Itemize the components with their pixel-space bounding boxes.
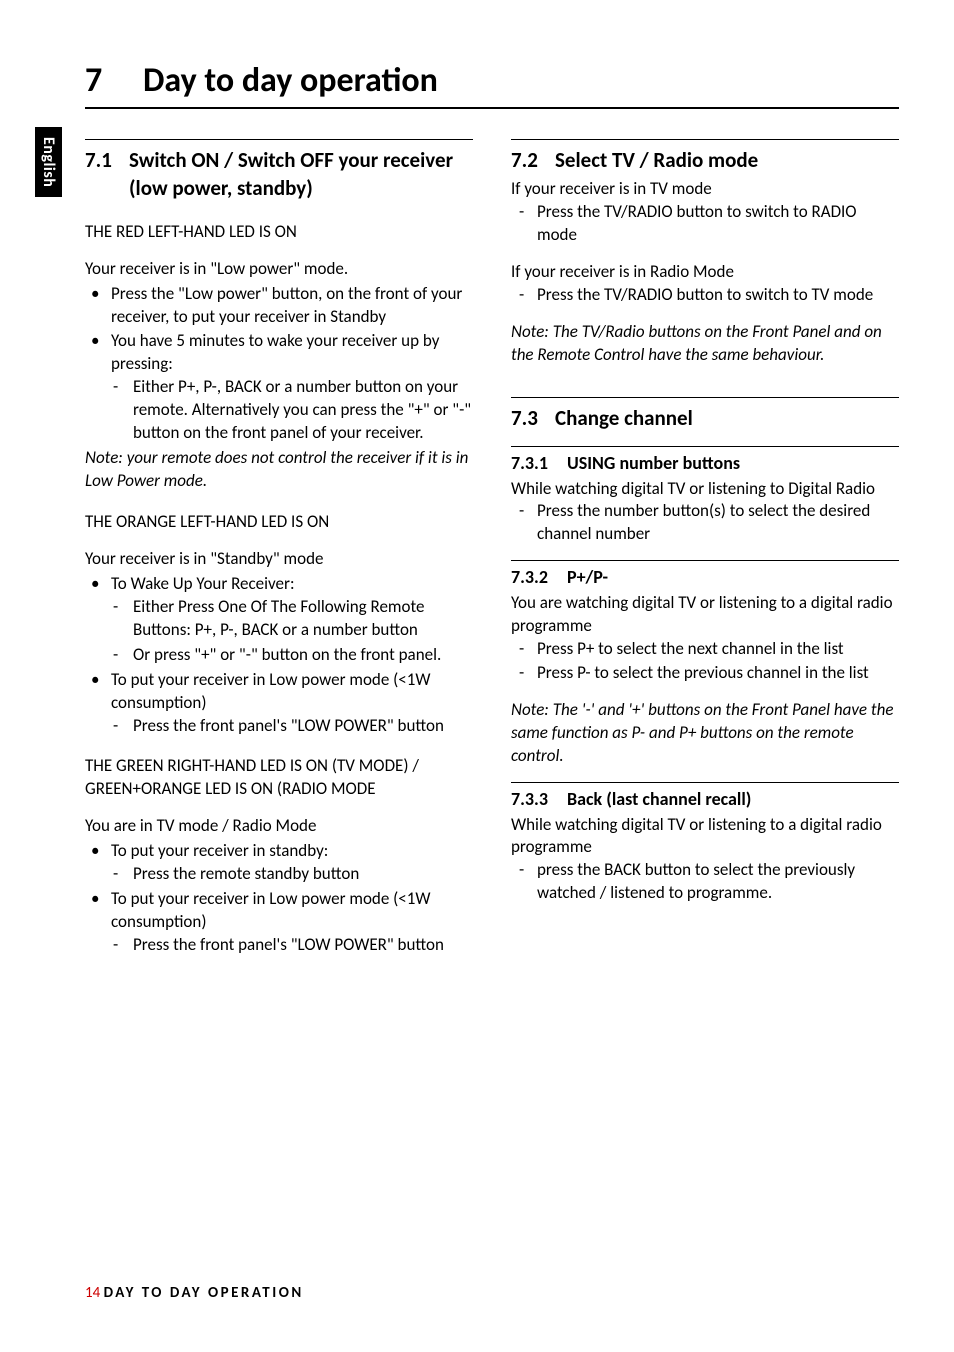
subsection-7-3-3-heading: 7.3.3Back (last channel recall) bbox=[511, 787, 899, 811]
subsection-title: USING number buttons bbox=[567, 452, 740, 474]
list-text: To put your receiver in Low power mode (… bbox=[111, 669, 431, 713]
list-item: Either Press One Of The Following Remote… bbox=[111, 596, 473, 642]
list-item: To Wake Up Your Receiver: Either Press O… bbox=[85, 573, 473, 667]
dash-list: Either Press One Of The Following Remote… bbox=[111, 596, 473, 667]
list-item: Press the remote standby button bbox=[111, 863, 473, 886]
chapter-text: Day to day operation bbox=[143, 60, 438, 101]
list-item: press the BACK button to select the prev… bbox=[511, 859, 899, 905]
note: Note: your remote does not control the r… bbox=[85, 447, 473, 493]
section-title: Change channel bbox=[555, 404, 895, 432]
led-green-heading: THE GREEN RIGHT-HAND LED IS ON (TV MODE)… bbox=[85, 755, 473, 801]
list-item: To put your receiver in Low power mode (… bbox=[85, 888, 473, 957]
list-text: To put your receiver in Low power mode (… bbox=[111, 888, 431, 932]
content-columns: 7.1Switch ON / Switch OFF your receiver … bbox=[85, 139, 899, 959]
section-rule bbox=[511, 139, 899, 140]
dash-list: Press the remote standby button bbox=[111, 863, 473, 886]
section-number: 7.1 bbox=[85, 146, 129, 174]
section-number: 7.3 bbox=[511, 404, 555, 432]
chapter-number: 7 bbox=[85, 60, 143, 101]
subsection-rule bbox=[511, 446, 899, 447]
list-text: You have 5 minutes to wake your receiver… bbox=[111, 330, 439, 374]
page-footer: 14 DAY TO DAY OPERATION bbox=[85, 1284, 304, 1302]
section-7-2-heading: 7.2Select TV / Radio mode bbox=[511, 146, 899, 174]
language-tab: English bbox=[35, 127, 62, 197]
paragraph: If your receiver is in Radio Mode bbox=[511, 261, 899, 284]
chapter-rule bbox=[85, 107, 899, 109]
note: Note: The '-' and '+' buttons on the Fro… bbox=[511, 699, 899, 768]
left-column: 7.1Switch ON / Switch OFF your receiver … bbox=[85, 139, 473, 959]
list-item: Either P+, P-, BACK or a number button o… bbox=[111, 376, 473, 445]
section-title: Select TV / Radio mode bbox=[555, 146, 895, 174]
subsection-title: P+/P- bbox=[567, 566, 608, 588]
dash-list: Press P+ to select the next channel in t… bbox=[511, 638, 899, 686]
paragraph: Your receiver is in "Standby" mode bbox=[85, 548, 473, 571]
list-item: Press the front panel's "LOW POWER" butt… bbox=[111, 934, 473, 957]
section-7-3-heading: 7.3Change channel bbox=[511, 404, 899, 432]
list-text: To Wake Up Your Receiver: bbox=[111, 573, 295, 594]
section-rule bbox=[511, 397, 899, 398]
dash-list: Press the front panel's "LOW POWER" butt… bbox=[111, 934, 473, 957]
footer-text: DAY TO DAY OPERATION bbox=[104, 1284, 304, 1302]
section-rule bbox=[85, 139, 473, 140]
dash-list: Press the number button(s) to select the… bbox=[511, 500, 899, 546]
subsection-number: 7.3.2 bbox=[511, 565, 567, 589]
bullet-list: To Wake Up Your Receiver: Either Press O… bbox=[85, 573, 473, 738]
list-item: Press P- to select the previous channel … bbox=[511, 662, 899, 685]
paragraph: Your receiver is in "Low power" mode. bbox=[85, 258, 473, 281]
list-text: To put your receiver in standby: bbox=[111, 840, 328, 861]
list-item: Press P+ to select the next channel in t… bbox=[511, 638, 899, 661]
paragraph: While watching digital TV or listening t… bbox=[511, 478, 899, 501]
list-item: Press the number button(s) to select the… bbox=[511, 500, 899, 546]
list-item: To put your receiver in standby: Press t… bbox=[85, 840, 473, 886]
section-number: 7.2 bbox=[511, 146, 555, 174]
led-red-heading: THE RED LEFT-HAND LED IS ON bbox=[85, 221, 473, 244]
paragraph: You are watching digital TV or listening… bbox=[511, 592, 899, 638]
subsection-7-3-1-heading: 7.3.1USING number buttons bbox=[511, 451, 899, 475]
list-item: You have 5 minutes to wake your receiver… bbox=[85, 330, 473, 445]
dash-list: Press the TV/RADIO button to switch to R… bbox=[511, 201, 899, 247]
bullet-list: To put your receiver in standby: Press t… bbox=[85, 840, 473, 957]
paragraph: While watching digital TV or listening t… bbox=[511, 814, 899, 860]
subsection-number: 7.3.1 bbox=[511, 451, 567, 475]
list-item: Press the TV/RADIO button to switch to T… bbox=[511, 284, 899, 307]
subsection-rule bbox=[511, 782, 899, 783]
dash-list: Either P+, P-, BACK or a number button o… bbox=[111, 376, 473, 445]
led-orange-heading: THE ORANGE LEFT-HAND LED IS ON bbox=[85, 511, 473, 534]
note: Note: The TV/Radio buttons on the Front … bbox=[511, 321, 899, 367]
section-7-1-heading: 7.1Switch ON / Switch OFF your receiver … bbox=[85, 146, 473, 203]
paragraph: If your receiver is in TV mode bbox=[511, 178, 899, 201]
list-item: Press the front panel's "LOW POWER" butt… bbox=[111, 715, 473, 738]
right-column: 7.2Select TV / Radio mode If your receiv… bbox=[511, 139, 899, 959]
section-title: Switch ON / Switch OFF your receiver (lo… bbox=[129, 146, 469, 203]
dash-list: Press the front panel's "LOW POWER" butt… bbox=[111, 715, 473, 738]
list-item: Press the "Low power" button, on the fro… bbox=[85, 283, 473, 329]
bullet-list: Press the "Low power" button, on the fro… bbox=[85, 283, 473, 446]
subsection-title: Back (last channel recall) bbox=[567, 788, 751, 810]
list-item: Press the TV/RADIO button to switch to R… bbox=[511, 201, 899, 247]
list-item: To put your receiver in Low power mode (… bbox=[85, 669, 473, 738]
list-item: Or press "+" or "-" button on the front … bbox=[111, 644, 473, 667]
dash-list: Press the TV/RADIO button to switch to T… bbox=[511, 284, 899, 307]
page-number: 14 bbox=[85, 1284, 100, 1302]
dash-list: press the BACK button to select the prev… bbox=[511, 859, 899, 905]
chapter-title: 7Day to day operation bbox=[85, 60, 899, 101]
subsection-number: 7.3.3 bbox=[511, 787, 567, 811]
subsection-rule bbox=[511, 560, 899, 561]
paragraph: You are in TV mode / Radio Mode bbox=[85, 815, 473, 838]
subsection-7-3-2-heading: 7.3.2P+/P- bbox=[511, 565, 899, 589]
